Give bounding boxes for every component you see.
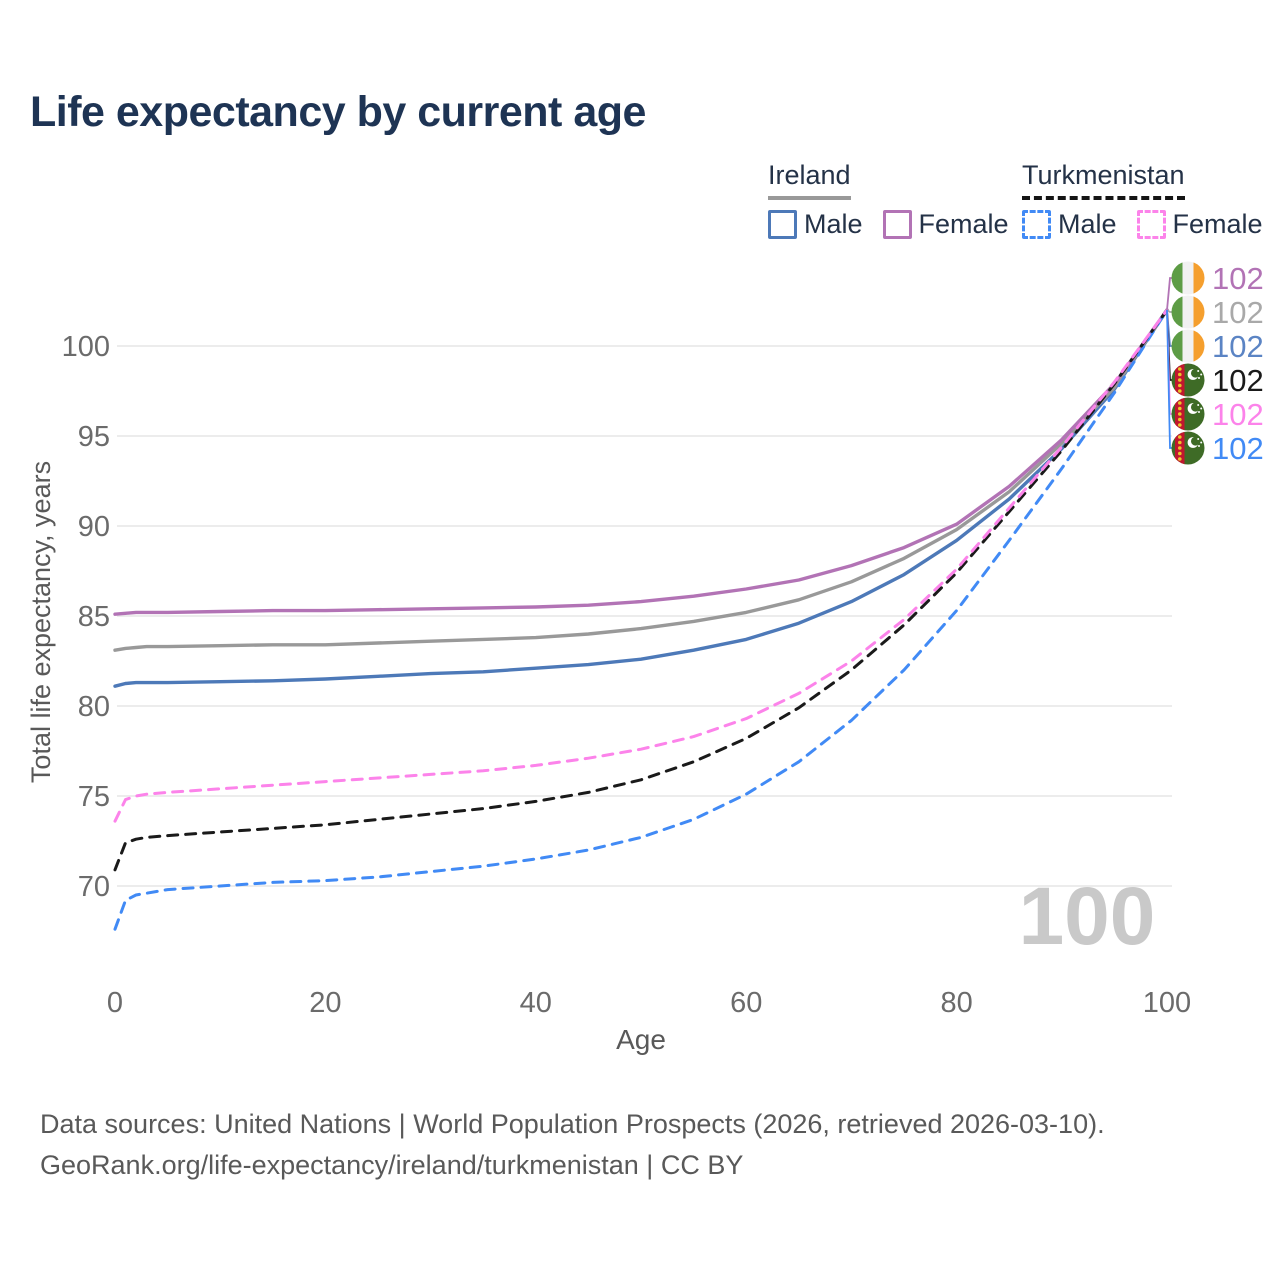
legend-label: Male bbox=[804, 209, 863, 239]
legend-label: Female bbox=[1172, 209, 1263, 239]
series-line-turkmenistan-combined bbox=[113, 308, 1169, 872]
y-tick-label: 90 bbox=[78, 511, 110, 543]
end-label-value: 102 bbox=[1212, 261, 1264, 296]
y-tick-label: 70 bbox=[78, 871, 110, 903]
x-tick-label: 100 bbox=[1143, 987, 1191, 1019]
series-line-ireland-female bbox=[113, 308, 1169, 616]
x-tick-label: 20 bbox=[309, 987, 341, 1019]
legend-row-turkmenistan: Male Female bbox=[1022, 209, 1280, 240]
ireland-flag-icon bbox=[1171, 295, 1205, 329]
legend-group-ireland: Ireland Male Female bbox=[768, 160, 1029, 240]
legend-item-turkmenistan-male[interactable]: Male bbox=[1022, 209, 1137, 240]
y-axis-title: Total life expectancy, years bbox=[26, 461, 56, 783]
turkmenistan-male-swatch bbox=[1022, 210, 1051, 239]
series-lines bbox=[113, 308, 1169, 931]
ireland-male-swatch bbox=[768, 210, 797, 239]
end-label-value: 102 bbox=[1212, 363, 1264, 398]
line-chart: 100 70 75 80 85 90 95 100 0 20 40 60 80 100 Age Total … bbox=[26, 261, 1264, 1055]
footer-sources: Data sources: United Nations | World Pop… bbox=[40, 1109, 1105, 1139]
legend-title-turkmenistan: Turkmenistan bbox=[1022, 160, 1185, 200]
x-tick-label: 60 bbox=[730, 987, 762, 1019]
series-line-turkmenistan-female bbox=[113, 308, 1169, 823]
end-label-value: 102 bbox=[1212, 397, 1264, 432]
gridlines bbox=[117, 345, 1172, 887]
turkmenistan-flag-icon bbox=[1171, 431, 1205, 465]
ireland-flag-icon bbox=[1171, 329, 1205, 363]
end-label-value: 102 bbox=[1212, 431, 1264, 466]
legend-label: Male bbox=[1058, 209, 1117, 239]
legend-row-ireland: Male Female bbox=[768, 209, 1029, 240]
legend-item-ireland-male[interactable]: Male bbox=[768, 209, 883, 240]
ireland-flag-icon bbox=[1171, 261, 1205, 295]
legend-item-ireland-female[interactable]: Female bbox=[882, 209, 1029, 240]
ireland-female-swatch bbox=[882, 210, 912, 239]
footer-attribution: GeoRank.org/life-expectancy/ireland/turk… bbox=[40, 1150, 744, 1180]
x-axis-title: Age bbox=[616, 1024, 666, 1055]
legend-title-ireland: Ireland bbox=[768, 160, 851, 200]
y-tick-label: 95 bbox=[78, 421, 110, 453]
x-tick-label: 40 bbox=[520, 987, 552, 1019]
turkmenistan-flag-icon bbox=[1171, 397, 1205, 431]
legend-group-turkmenistan: Turkmenistan Male Female bbox=[1022, 160, 1280, 240]
end-label-value: 102 bbox=[1212, 329, 1264, 364]
page-title: Life expectancy by current age bbox=[30, 88, 646, 136]
turkmenistan-female-swatch bbox=[1136, 210, 1166, 239]
x-tick-label: 0 bbox=[107, 987, 123, 1019]
current-age-watermark: 100 bbox=[1019, 871, 1156, 962]
y-tick-label: 85 bbox=[78, 601, 110, 633]
end-label-value: 102 bbox=[1212, 295, 1264, 330]
y-tick-label: 75 bbox=[78, 781, 110, 813]
footer: Data sources: United Nations | World Pop… bbox=[40, 1104, 1105, 1186]
series-line-ireland-male bbox=[113, 308, 1169, 688]
turkmenistan-flag-icon bbox=[1171, 363, 1205, 397]
legend-label: Female bbox=[918, 209, 1009, 239]
axis-labels: 70 75 80 85 90 95 100 0 20 40 60 80 100 Age Total life… bbox=[26, 331, 1191, 1055]
series-line-ireland-combined bbox=[113, 308, 1169, 652]
x-tick-label: 80 bbox=[940, 987, 972, 1019]
y-tick-label: 80 bbox=[78, 691, 110, 723]
series-line-turkmenistan-male bbox=[113, 308, 1169, 931]
legend-item-turkmenistan-female[interactable]: Female bbox=[1136, 209, 1280, 240]
current-age-value: 100 bbox=[1019, 871, 1156, 962]
y-tick-label: 100 bbox=[62, 331, 110, 363]
